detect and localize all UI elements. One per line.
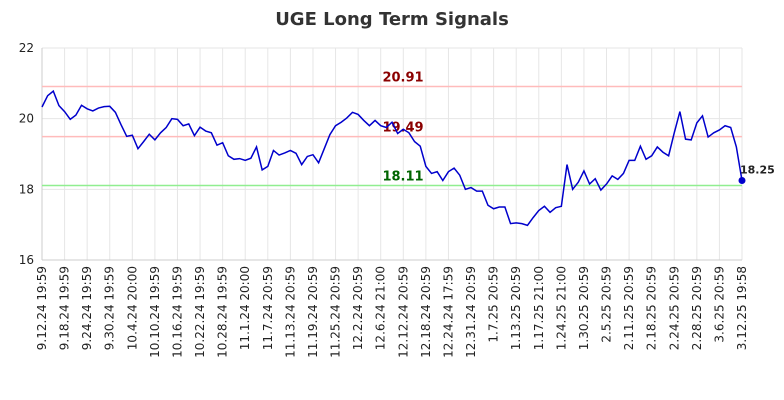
x-tick-label: 10.4.24 20:00 [125,266,139,350]
reference-label: 19.49 [382,121,423,136]
x-tick-label: 2.5.25 20:59 [600,266,614,343]
x-tick-label: 9.24.24 19:59 [80,266,94,350]
x-tick-label: 12.6.24 21:00 [374,266,388,350]
x-tick-label: 1.24.25 21:00 [554,266,568,350]
x-tick-label: 9.18.24 19:59 [58,266,72,350]
y-tick-label: 20 [19,112,34,126]
x-tick-label: 12.2.24 20:59 [351,266,365,350]
x-tick-label: 11.7.24 20:59 [261,266,275,350]
x-tick-label: 1.17.25 21:00 [532,266,546,350]
y-tick-label: 22 [19,41,34,55]
y-tick-label: 16 [19,253,34,267]
x-tick-label: 10.10.24 19:59 [148,266,162,358]
x-tick-label: 11.25.24 20:59 [329,266,343,358]
x-tick-label: 10.28.24 19:59 [216,266,230,358]
x-tick-label: 9.12.24 19:59 [35,266,49,350]
x-tick-label: 2.28.25 20:59 [690,266,704,350]
y-tick-label: 18 [19,182,34,196]
x-tick-label: 11.1.24 20:00 [238,266,252,350]
x-tick-label: 11.19.24 20:59 [306,266,320,358]
x-tick-label: 12.24.24 17:59 [441,266,455,358]
x-tick-label: 1.7.25 20:59 [487,266,501,343]
x-tick-label: 10.22.24 19:59 [193,266,207,358]
x-tick-label: 11.13.24 20:59 [283,266,297,358]
x-tick-label: 12.12.24 20:59 [396,266,410,358]
x-tick-label: 10.16.24 19:59 [170,266,184,358]
reference-label: 18.11 [382,169,423,184]
line-series [41,89,743,227]
reference-label: 20.91 [382,71,423,86]
x-tick-label: 12.18.24 20:59 [419,266,433,358]
x-tick-label: 2.11.25 20:59 [622,266,636,350]
x-tick-label: 1.13.25 20:59 [509,266,523,350]
x-tick-label: 3.12.25 19:58 [735,266,749,350]
x-tick-label: 2.24.25 20:59 [667,266,681,350]
x-tick-label: 3.6.25 20:59 [712,266,726,343]
chart-title: UGE Long Term Signals [275,9,509,30]
x-tick-label: 1.30.25 20:59 [577,266,591,350]
last-value-label: 18.25 [740,164,775,177]
last-point [738,177,746,184]
x-tick-label: 9.30.24 19:59 [103,266,117,350]
x-tick-label: 2.18.25 20:59 [645,266,659,350]
x-tick-label: 12.31.24 20:59 [464,266,478,358]
